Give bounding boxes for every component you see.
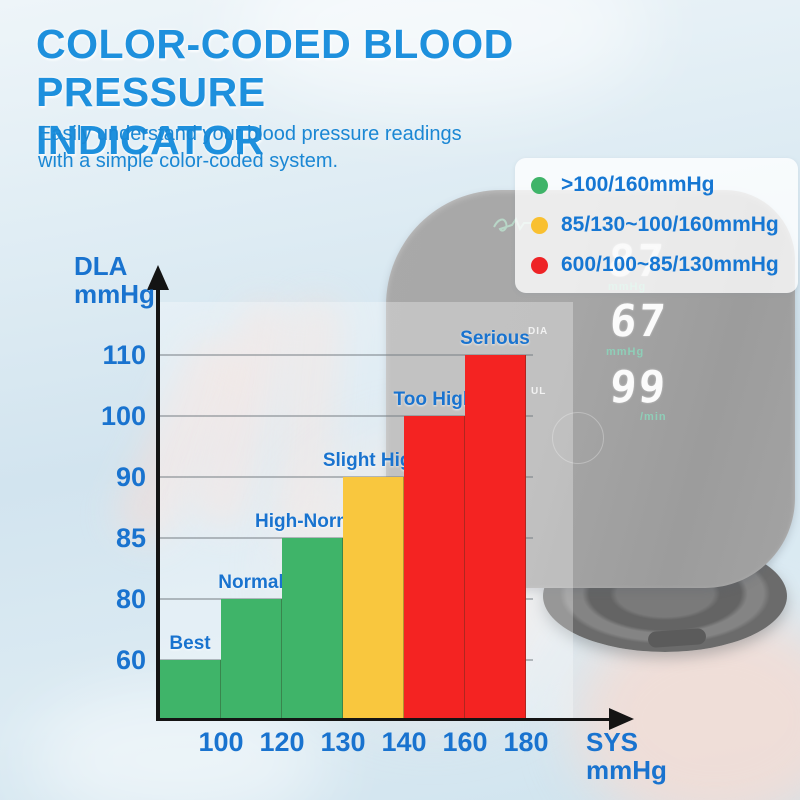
y-axis-arrow-icon [147, 265, 169, 290]
legend-label: 600/100~85/130mmHg [561, 253, 779, 276]
legend-label: 85/130~100/160mmHg [561, 213, 779, 236]
legend-item-red: 600/100~85/130mmHg [531, 253, 779, 277]
y-tick-label: 60 [115, 645, 146, 675]
x-tick-label: 140 [381, 727, 427, 757]
y-axis-line [156, 288, 160, 719]
y-tick-label: 90 [115, 462, 146, 492]
bar [465, 355, 526, 719]
green-dot-icon [531, 176, 548, 194]
y-axis-title-line1: DLA [74, 251, 128, 281]
bar-label: Normal [218, 572, 284, 593]
legend-item-green: >100/160mmHg [531, 173, 715, 197]
display-pul-label: UL [531, 386, 547, 397]
bar-label: Serious [460, 328, 530, 349]
page-title-line2: INDICATOR [36, 117, 265, 163]
y-tick-label: 80 [115, 584, 146, 614]
y-tick-label: 100 [100, 401, 146, 431]
bar [221, 599, 282, 719]
x-tick-label: 160 [442, 727, 488, 757]
display-bottom-unit: /min [640, 411, 667, 423]
x-axis-title-line1: SYS [586, 727, 639, 757]
page-subtitle: Easily understand your blood pressure re… [38, 121, 498, 175]
bar-label: Best [169, 633, 211, 654]
gridline [158, 415, 533, 417]
device-start-button [552, 412, 604, 464]
x-axis-title: SYS mmHg [586, 728, 667, 784]
y-tick-label: 110 [102, 340, 146, 370]
yellow-dot-icon [531, 216, 548, 234]
legend-label: >100/160mmHg [561, 173, 715, 196]
y-tick-label: 85 [115, 523, 146, 553]
red-dot-icon [531, 256, 548, 274]
bar [282, 538, 343, 719]
y-axis-title: DLA mmHg [74, 252, 155, 308]
x-axis-title-line2: mmHg [586, 755, 667, 785]
bar [160, 660, 221, 719]
display-mid-unit: mmHg [606, 346, 645, 358]
x-tick-label: 180 [503, 727, 549, 757]
x-axis-line [156, 717, 612, 721]
bar-label: Too High [393, 389, 475, 410]
legend-item-yellow: 85/130~100/160mmHg [531, 213, 779, 237]
bar [404, 416, 465, 719]
display-dia-label: DIA [528, 326, 549, 337]
gridline [158, 354, 533, 356]
page-subtitle-line1: Easily understand your blood pressure re… [38, 123, 462, 145]
y-axis-title-line2: mmHg [74, 279, 155, 309]
page-title-line1: COLOR-CODED BLOOD PRESSURE [36, 21, 514, 115]
bar [343, 477, 404, 719]
pulse-logo-icon [493, 216, 534, 232]
page-subtitle-line2: with a simple color-coded system. [38, 150, 339, 172]
legend-panel: >100/160mmHg 85/130~100/160mmHg 600/100~… [515, 158, 798, 293]
